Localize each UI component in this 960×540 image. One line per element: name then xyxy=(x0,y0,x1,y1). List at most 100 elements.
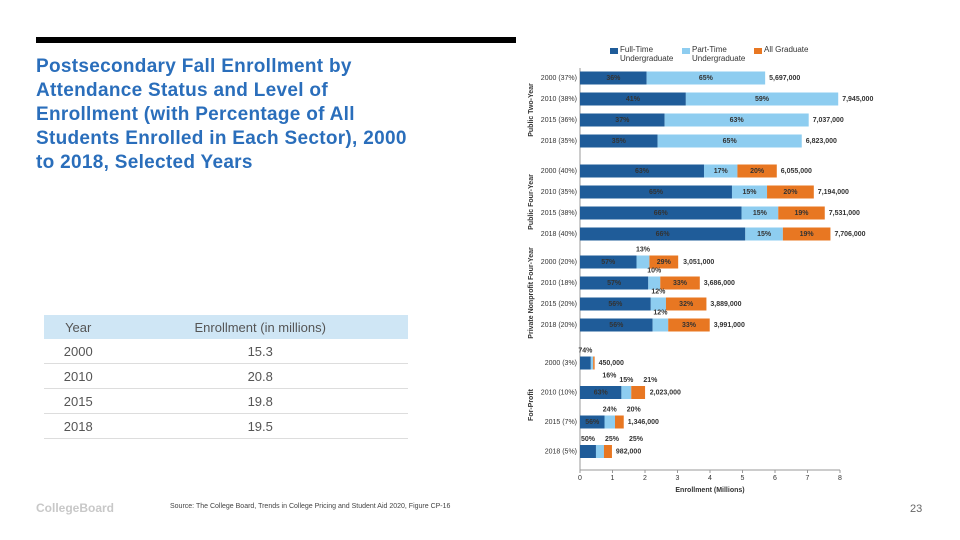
table-cell: 20.8 xyxy=(112,363,408,389)
total-label: 3,889,000 xyxy=(710,301,741,308)
bar-segment xyxy=(580,227,746,241)
bar-segment xyxy=(580,297,651,311)
category-label: 2018 (35%) xyxy=(541,138,577,145)
bar-segment xyxy=(603,445,612,458)
share-label: 65% xyxy=(699,75,714,82)
share-label: 37% xyxy=(615,117,630,124)
legend-swatch xyxy=(610,48,618,54)
bar-segment xyxy=(580,164,704,178)
share-label: 20% xyxy=(783,189,798,196)
x-tick-label: 0 xyxy=(578,475,582,482)
share-label: 57% xyxy=(601,259,616,266)
share-label: 41% xyxy=(626,96,641,103)
x-tick-label: 6 xyxy=(773,475,777,482)
table-cell: 15.3 xyxy=(112,339,408,364)
share-label: 20% xyxy=(750,168,765,175)
category-label: 2015 (36%) xyxy=(541,117,577,124)
share-label: 56% xyxy=(585,419,600,426)
share-label: 21% xyxy=(643,377,658,384)
bar-segment xyxy=(745,227,783,241)
share-label: 16% xyxy=(602,372,617,379)
bar-segment xyxy=(767,185,814,199)
share-label: 66% xyxy=(656,231,671,238)
legend-label: Part-Time Undergraduate xyxy=(692,45,746,63)
group-label: Public Two-Year xyxy=(528,83,535,137)
share-label: 24% xyxy=(603,406,618,413)
bar-segment xyxy=(580,356,591,370)
bar-segment xyxy=(649,255,679,269)
x-tick-label: 2 xyxy=(643,475,647,482)
share-label: 59% xyxy=(755,96,770,103)
total-label: 2,023,000 xyxy=(650,389,681,396)
bar-segment xyxy=(580,386,622,399)
category-label: 2010 (35%) xyxy=(541,189,577,196)
bar-segment xyxy=(580,445,596,458)
bar-segment xyxy=(621,386,632,399)
legend-label: All Graduate xyxy=(764,45,809,54)
bar-segment xyxy=(580,415,605,429)
share-label: 17% xyxy=(714,168,729,175)
category-label: 2000 (3%) xyxy=(545,360,577,367)
category-label: 2010 (18%) xyxy=(541,280,577,287)
category-label: 2018 (40%) xyxy=(541,231,577,238)
table-header: Year xyxy=(44,315,113,339)
bar-segment xyxy=(580,134,658,148)
share-label: 36% xyxy=(606,75,621,82)
share-label: 10% xyxy=(647,267,662,274)
share-label: 12% xyxy=(653,309,668,316)
share-label: 32% xyxy=(679,301,694,308)
table-cell: 2015 xyxy=(44,388,113,414)
bar-segment xyxy=(650,297,666,311)
bar-segment xyxy=(737,164,777,178)
bar-segment xyxy=(580,206,742,220)
bar-segment xyxy=(580,92,686,106)
total-label: 7,945,000 xyxy=(842,96,873,103)
table-cell: 2018 xyxy=(44,413,113,439)
bar-segment xyxy=(782,227,831,241)
table-cell: 2000 xyxy=(44,339,113,364)
share-label: 65% xyxy=(723,138,738,145)
bar-segment xyxy=(741,206,779,220)
share-label: 19% xyxy=(800,231,815,238)
bar-segment xyxy=(615,415,624,429)
bar-segment xyxy=(580,276,649,290)
group-label: Public Four-Year xyxy=(528,174,535,230)
bar-segment xyxy=(648,276,661,290)
bar-segment xyxy=(636,255,650,269)
table-row: 2000 15.3 xyxy=(44,339,408,364)
share-label: 74% xyxy=(578,347,593,354)
total-label: 7,706,000 xyxy=(834,231,865,238)
bar-segment xyxy=(703,164,738,178)
total-label: 3,051,000 xyxy=(683,259,714,266)
x-tick-label: 8 xyxy=(838,475,842,482)
top-rule xyxy=(36,37,516,43)
group-label: For-Profit xyxy=(528,388,535,421)
share-label: 63% xyxy=(635,168,650,175)
enrollment-table: Year Enrollment (in millions) 2000 15.3 20… xyxy=(44,315,408,439)
bar-segment xyxy=(590,356,594,370)
total-label: 3,686,000 xyxy=(704,280,735,287)
category-label: 2010 (38%) xyxy=(541,96,577,103)
total-label: 7,194,000 xyxy=(818,189,849,196)
share-label: 33% xyxy=(682,322,697,329)
total-label: 7,531,000 xyxy=(829,210,860,217)
total-label: 3,991,000 xyxy=(714,322,745,329)
total-label: 982,000 xyxy=(616,448,641,455)
bar-segment xyxy=(664,113,809,127)
page-number: 23 xyxy=(910,503,923,515)
bar-segment xyxy=(580,318,653,332)
share-label: 15% xyxy=(742,189,757,196)
table-header: Enrollment (in millions) xyxy=(112,315,408,339)
share-label: 13% xyxy=(636,246,651,253)
total-label: 7,037,000 xyxy=(813,117,844,124)
share-label: 57% xyxy=(607,280,622,287)
x-tick-label: 5 xyxy=(741,475,745,482)
share-label: 63% xyxy=(594,389,609,396)
bar-segment xyxy=(665,297,707,311)
x-axis-title: Enrollment (Millions) xyxy=(675,487,744,494)
table-cell: 2010 xyxy=(44,363,113,389)
bar-segment xyxy=(685,92,839,106)
share-label: 15% xyxy=(619,377,634,384)
share-label: 65% xyxy=(649,189,664,196)
